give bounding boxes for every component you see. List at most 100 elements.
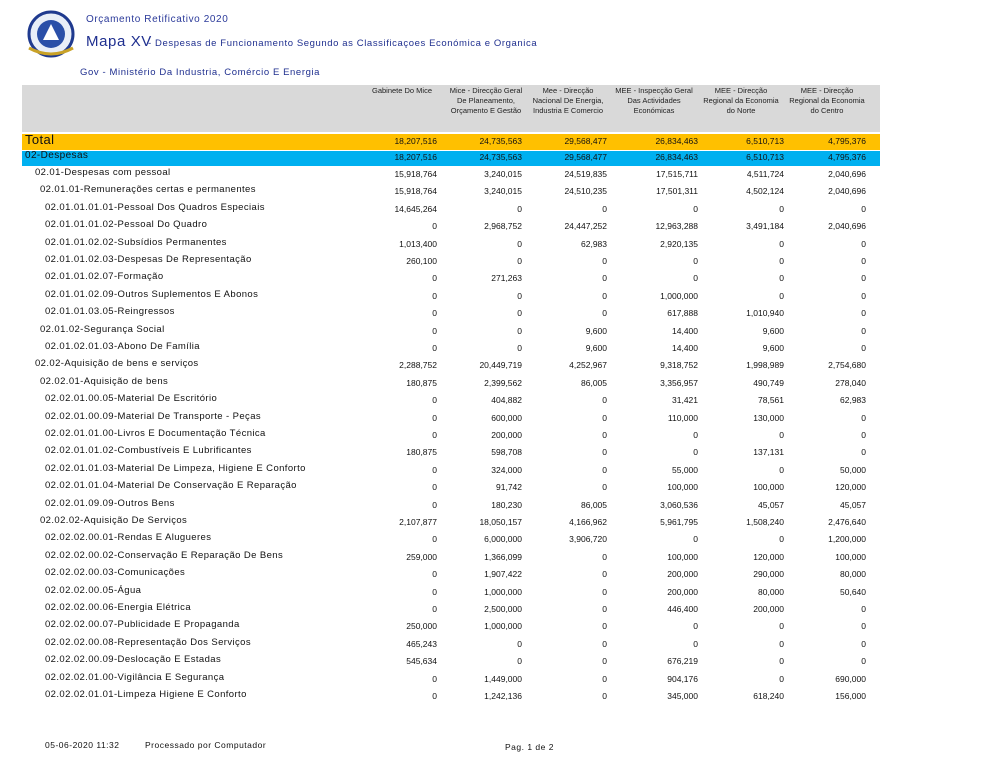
cell-value: 0 bbox=[517, 290, 522, 301]
cell-value: 0 bbox=[693, 273, 698, 284]
cell-value: 0 bbox=[861, 290, 866, 301]
cell-value: 465,243 bbox=[406, 638, 437, 649]
cell-value: 0 bbox=[432, 290, 437, 301]
column-header: MEE - Inspecção Geral bbox=[615, 86, 693, 95]
column-header: Gabinete Do Mice bbox=[371, 86, 433, 95]
cell-value: 3,240,015 bbox=[484, 186, 522, 197]
cell-value: 324,000 bbox=[491, 464, 522, 475]
cell-value: 1,013,400 bbox=[399, 238, 437, 249]
cell-value: 250,000 bbox=[406, 621, 437, 632]
row-label: 02.01.01-Remunerações certas e permanent… bbox=[40, 184, 256, 196]
column-header: Industria E Comercio bbox=[532, 106, 604, 115]
cell-value: 130,000 bbox=[753, 412, 784, 423]
cell-value: 24,735,563 bbox=[479, 152, 522, 162]
cell-value: 0 bbox=[602, 656, 607, 667]
cell-value: 3,906,720 bbox=[569, 534, 607, 545]
cell-value: 78,561 bbox=[758, 395, 784, 406]
row-label: 02-Despesas bbox=[25, 150, 89, 161]
cell-value: 91,742 bbox=[496, 482, 522, 493]
cell-value: 0 bbox=[861, 412, 866, 423]
cell-value: 180,875 bbox=[406, 447, 437, 458]
column-header: Mee - Direcção bbox=[542, 86, 594, 95]
cell-value: 100,000 bbox=[667, 551, 698, 562]
cell-value: 17,515,711 bbox=[656, 169, 698, 179]
cell-value: 1,010,940 bbox=[746, 308, 784, 319]
cell-value: 2,040,696 bbox=[828, 186, 866, 197]
cell-value: 0 bbox=[517, 308, 522, 319]
footer-date: 05-06-2020 11:32 bbox=[45, 740, 120, 750]
cell-value: 0 bbox=[602, 203, 607, 214]
cell-value: 0 bbox=[602, 412, 607, 423]
cell-value: 2,476,640 bbox=[828, 517, 866, 527]
column-header: Económicas bbox=[633, 106, 675, 115]
cell-value: 0 bbox=[861, 430, 866, 440]
budget: Orçamento Retificativo 2020 bbox=[86, 14, 229, 25]
cell-value: 0 bbox=[602, 551, 607, 562]
cell-value: 100,000 bbox=[753, 482, 784, 493]
cell-value: 0 bbox=[602, 464, 607, 475]
cell-value: 1,449,000 bbox=[484, 673, 522, 684]
cell-value: 29,568,477 bbox=[564, 136, 607, 146]
cell-value: 0 bbox=[432, 412, 437, 423]
group-band bbox=[22, 151, 880, 166]
cell-value: 0 bbox=[693, 621, 698, 632]
cell-value: 0 bbox=[861, 325, 866, 336]
cell-value: 0 bbox=[602, 430, 607, 440]
cell-value: 290,000 bbox=[753, 569, 784, 580]
cell-value: 0 bbox=[602, 308, 607, 319]
row-label: 02.02.01.00.05-Material De Escritório bbox=[45, 393, 218, 405]
cell-value: 0 bbox=[432, 673, 437, 684]
cell-value: 1,200,000 bbox=[828, 534, 866, 545]
cell-value: 62,983 bbox=[840, 395, 866, 406]
cell-value: 137,131 bbox=[753, 447, 784, 458]
header-band bbox=[22, 85, 880, 132]
cell-value: 0 bbox=[517, 325, 522, 336]
cell-value: 0 bbox=[779, 290, 784, 301]
cell-value: 0 bbox=[861, 308, 866, 319]
column-header: Nacional De Energia, bbox=[532, 96, 604, 105]
cell-value: 3,060,536 bbox=[660, 499, 698, 510]
cell-value: 1,000,000 bbox=[484, 586, 522, 597]
cell-value: 0 bbox=[693, 430, 698, 440]
row-label: 02.02.01.09.09-Outros Bens bbox=[45, 497, 175, 509]
cell-value: 0 bbox=[779, 464, 784, 475]
cell-value: 0 bbox=[602, 691, 607, 701]
cell-value: 0 bbox=[432, 691, 437, 701]
row-label: 02.01-Despesas com pessoal bbox=[35, 167, 171, 178]
cell-value: 6,000,000 bbox=[484, 534, 522, 545]
cell-value: 0 bbox=[517, 656, 522, 667]
cell-value: 2,288,752 bbox=[399, 360, 437, 371]
row-label: 02.01.01.02.02-Subsídios Permanentes bbox=[45, 236, 227, 248]
cell-value: 24,510,235 bbox=[564, 186, 607, 197]
cell-value: 2,754,680 bbox=[828, 360, 866, 371]
cell-value: 24,447,252 bbox=[564, 221, 607, 232]
cell-value: 446,400 bbox=[667, 604, 698, 614]
cell-value: 0 bbox=[779, 238, 784, 249]
cell-value: 26,834,463 bbox=[655, 152, 698, 162]
cell-value: 0 bbox=[779, 430, 784, 440]
row-label: 02.02.02.01.00-Vigilância E Segurança bbox=[45, 671, 225, 683]
cell-value: 3,240,015 bbox=[484, 169, 522, 179]
cell-value: 0 bbox=[861, 656, 866, 667]
cell-value: 6,510,713 bbox=[746, 136, 784, 146]
cell-value: 2,920,135 bbox=[660, 238, 698, 249]
cell-value: 14,400 bbox=[672, 325, 698, 336]
row-label: 02.01.01.02.07-Formação bbox=[45, 271, 164, 283]
cell-value: 200,000 bbox=[753, 604, 784, 614]
row-label: 02.01.01.02.09-Outros Suplementos E Abon… bbox=[45, 288, 259, 300]
subtitle: - Despesas de Funcionamento Segundo as C… bbox=[148, 38, 538, 49]
row-label: 02.02.02.00.02-Conservação E Reparação D… bbox=[45, 549, 284, 561]
cell-value: 617,888 bbox=[667, 308, 698, 319]
cell-value: 0 bbox=[602, 673, 607, 684]
cell-value: 0 bbox=[602, 638, 607, 649]
cell-value: 4,795,376 bbox=[828, 136, 866, 146]
cell-value: 0 bbox=[861, 273, 866, 284]
cell-value: 50,640 bbox=[840, 586, 866, 597]
cell-value: 1,242,136 bbox=[484, 691, 522, 701]
cell-value: 6,510,713 bbox=[746, 152, 784, 162]
row-label: 02.02.01.01.02-Combustíveis E Lubrifican… bbox=[45, 445, 252, 457]
cell-value: 0 bbox=[432, 430, 437, 440]
cell-value: 0 bbox=[779, 534, 784, 545]
cell-value: 200,000 bbox=[667, 569, 698, 580]
